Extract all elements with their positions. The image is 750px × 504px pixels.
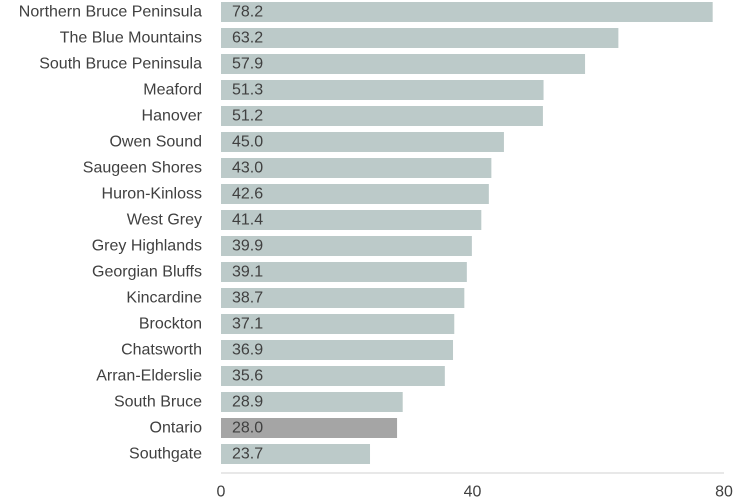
bar xyxy=(221,106,543,126)
bar-value-label: 37.1 xyxy=(232,316,263,333)
bar xyxy=(221,80,544,100)
bar xyxy=(221,210,482,230)
bar xyxy=(221,418,398,438)
category-label: Saugeen Shores xyxy=(83,160,202,177)
bar-value-label: 51.2 xyxy=(232,108,263,125)
category-label: Grey Highlands xyxy=(92,238,202,255)
bar xyxy=(221,184,489,204)
x-axis-ticks: 0 40 80 xyxy=(217,484,733,501)
bar-value-label: 41.4 xyxy=(232,212,263,229)
bar-value-label: 57.9 xyxy=(232,56,263,73)
bar xyxy=(221,392,403,412)
bar xyxy=(221,262,467,282)
bar xyxy=(221,236,472,256)
category-label: West Grey xyxy=(127,212,202,229)
category-label: Owen Sound xyxy=(109,134,202,151)
bar-value-label: 28.0 xyxy=(232,420,263,437)
bar-value-label: 78.2 xyxy=(232,4,263,21)
bar xyxy=(221,366,445,386)
category-label: South Bruce Peninsula xyxy=(39,56,202,73)
bar-value-label: 23.7 xyxy=(232,446,263,463)
bar-value-label: 39.9 xyxy=(232,238,263,255)
category-label: Huron-Kinloss xyxy=(102,186,202,203)
category-label: South Bruce xyxy=(114,394,202,411)
bar-value-label: 38.7 xyxy=(232,290,263,307)
bar xyxy=(221,288,465,308)
bars-group: 78.2 63.2 57.9 51.3 51.2 45.0 43.0 42.6 41.4 39.9… xyxy=(221,2,713,464)
x-tick-label: 40 xyxy=(464,484,482,501)
bar-value-label: 43.0 xyxy=(232,160,263,177)
bar xyxy=(221,54,586,74)
category-label: Brockton xyxy=(139,316,202,333)
category-label: Northern Bruce Peninsula xyxy=(19,4,202,21)
category-label: Meaford xyxy=(143,82,202,99)
x-tick-label: 0 xyxy=(217,484,226,501)
bar-value-label: 36.9 xyxy=(232,342,263,359)
category-label: Kincardine xyxy=(126,290,202,307)
bar xyxy=(221,132,504,152)
bar xyxy=(221,314,455,334)
category-label: Southgate xyxy=(129,446,202,463)
category-label: Ontario xyxy=(150,420,203,437)
bar xyxy=(221,444,371,464)
category-labels: Northern Bruce Peninsula The Blue Mountai… xyxy=(19,4,203,463)
bar xyxy=(221,340,454,360)
bar-value-label: 45.0 xyxy=(232,134,263,151)
bar-value-label: 28.9 xyxy=(232,394,263,411)
bar-value-label: 51.3 xyxy=(232,82,263,99)
category-label: Georgian Bluffs xyxy=(92,264,202,281)
category-label: Chatsworth xyxy=(121,342,202,359)
bar xyxy=(221,158,492,178)
bar xyxy=(221,2,713,22)
bar-value-label: 39.1 xyxy=(232,264,263,281)
x-tick-label: 80 xyxy=(715,484,733,501)
bar-value-label: 42.6 xyxy=(232,186,263,203)
bar-value-label: 35.6 xyxy=(232,368,263,385)
category-label: Hanover xyxy=(142,108,203,125)
category-label: The Blue Mountains xyxy=(60,30,202,47)
bar-value-label: 63.2 xyxy=(232,30,263,47)
category-label: Arran-Elderslie xyxy=(96,368,202,385)
bar xyxy=(221,28,619,48)
